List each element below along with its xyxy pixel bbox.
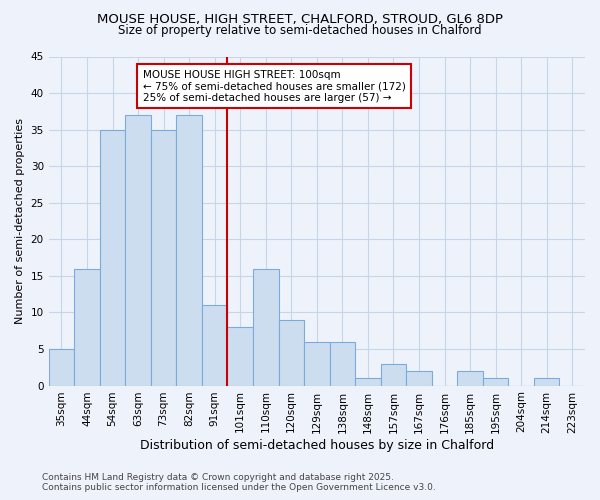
Bar [151, 130, 176, 386]
X-axis label: Distribution of semi-detached houses by size in Chalford: Distribution of semi-detached houses by … [140, 440, 494, 452]
Bar [49, 349, 74, 386]
Bar [74, 268, 100, 386]
Bar [253, 268, 278, 386]
Text: Size of property relative to semi-detached houses in Chalford: Size of property relative to semi-detach… [118, 24, 482, 37]
Bar [483, 378, 508, 386]
Bar [278, 320, 304, 386]
Bar [202, 305, 227, 386]
Bar [125, 115, 151, 386]
Bar [100, 130, 125, 386]
Text: MOUSE HOUSE HIGH STREET: 100sqm
← 75% of semi-detached houses are smaller (172)
: MOUSE HOUSE HIGH STREET: 100sqm ← 75% of… [143, 70, 406, 103]
Bar [534, 378, 559, 386]
Bar [457, 371, 483, 386]
Bar [355, 378, 380, 386]
Bar [329, 342, 355, 386]
Text: Contains HM Land Registry data © Crown copyright and database right 2025.
Contai: Contains HM Land Registry data © Crown c… [42, 473, 436, 492]
Bar [227, 327, 253, 386]
Text: MOUSE HOUSE, HIGH STREET, CHALFORD, STROUD, GL6 8DP: MOUSE HOUSE, HIGH STREET, CHALFORD, STRO… [97, 12, 503, 26]
Bar [380, 364, 406, 386]
Bar [304, 342, 329, 386]
Bar [406, 371, 432, 386]
Y-axis label: Number of semi-detached properties: Number of semi-detached properties [15, 118, 25, 324]
Bar [176, 115, 202, 386]
